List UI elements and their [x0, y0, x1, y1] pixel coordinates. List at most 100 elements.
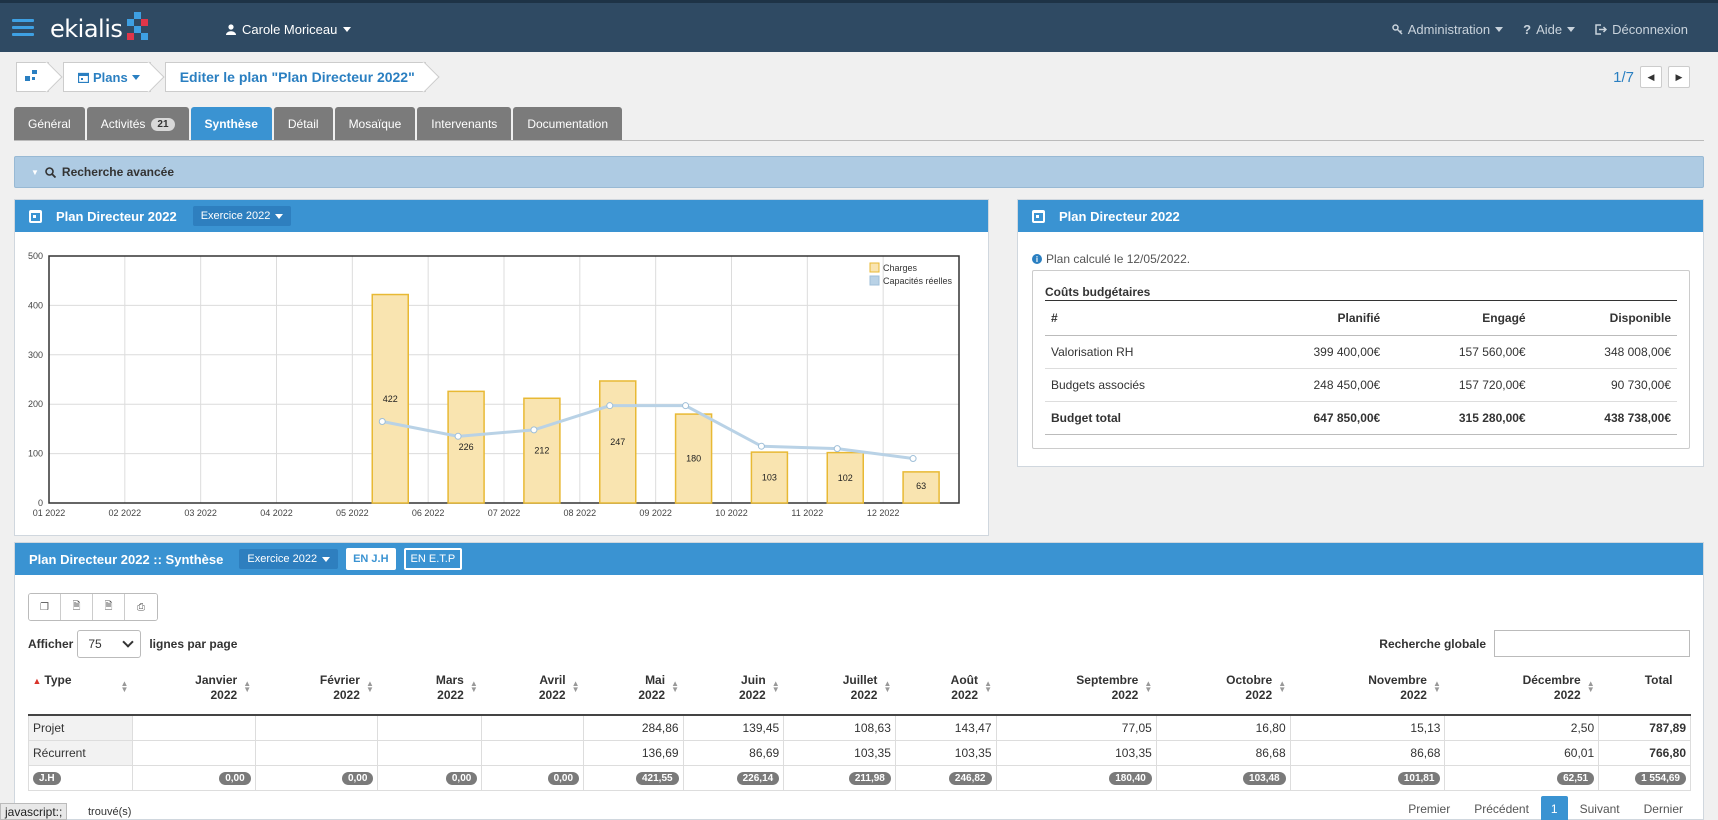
header-year: 2022: [1553, 688, 1581, 702]
administration-menu[interactable]: Administration: [1392, 22, 1504, 37]
x-tick-label: 09 2022: [639, 508, 672, 518]
tab-mosaique[interactable]: Mosaïque: [334, 107, 416, 141]
table-cell: [481, 714, 585, 741]
exercise-dropdown[interactable]: Exercice 2022: [192, 206, 292, 226]
breadcrumb-current: Editer le plan "Plan Directeur 2022": [164, 62, 426, 92]
search-icon: [45, 166, 56, 178]
synth-col-header[interactable]: Avril 2022 ▲ ▼: [481, 671, 584, 716]
table-cell: [254, 739, 379, 766]
header-year: 2022: [1400, 688, 1427, 702]
user-menu[interactable]: Carole Moriceau: [226, 22, 352, 37]
x-tick-label: 02 2022: [109, 508, 142, 518]
tab-bar: Général Activités 21 Synthèse Détail Mosa…: [14, 107, 623, 141]
budget-row: Valorisation RH 399 400,00€ 157 560,00€ 348…: [1045, 335, 1677, 369]
synth-col-header[interactable]: Octobre 2022 ▲ ▼: [1156, 671, 1291, 716]
synth-col-header[interactable]: Décembre 2022 ▲ ▼: [1444, 671, 1599, 716]
breadcrumb-home[interactable]: [16, 62, 49, 92]
table-cell: 1 554,69: [1598, 764, 1691, 791]
tab-synthese[interactable]: Synthèse: [190, 107, 272, 141]
bar: [447, 390, 485, 504]
export-toolbar: ❐ 🗎 🗎 ⎙: [28, 593, 158, 621]
table-cell: 101,81: [1289, 764, 1446, 791]
previous-record-button[interactable]: ◀: [1640, 66, 1662, 88]
header-label: Août: [950, 673, 978, 687]
menu-icon[interactable]: [12, 19, 34, 37]
synth-col-header[interactable]: Février 2022 ▲ ▼: [255, 671, 378, 716]
bar: [826, 451, 864, 504]
budget-col-header: Disponible: [1531, 300, 1677, 336]
synth-col-header[interactable]: Total: [1598, 671, 1691, 716]
bar: [371, 293, 409, 504]
y-tick-label: 100: [28, 449, 43, 459]
previous-page-button[interactable]: Précédent: [1474, 802, 1529, 816]
breadcrumb-plans[interactable]: Plans: [63, 62, 151, 92]
copy-button[interactable]: ❐: [29, 594, 61, 620]
file-icon: 🗎: [104, 600, 113, 612]
next-page-button[interactable]: Suivant: [1579, 802, 1620, 816]
advanced-search-toggle[interactable]: ▼ Recherche avancée: [14, 156, 1704, 188]
tab-general[interactable]: Général: [14, 107, 85, 141]
unit-jh-toggle[interactable]: EN J.H: [346, 548, 396, 570]
synth-col-header[interactable]: Mars 2022 ▲ ▼: [377, 671, 482, 716]
help-menu[interactable]: ? Aide: [1523, 22, 1576, 37]
tab-label: Général: [28, 117, 71, 131]
table-row: Projet 284,86 139,45 108,63 143,47 77,05 16,80…: [28, 714, 1691, 741]
user-icon: [226, 24, 236, 35]
exercise-dropdown[interactable]: Exercice 2022: [239, 549, 339, 569]
page-length-select[interactable]: 75: [77, 630, 142, 658]
header-year: 2022: [739, 688, 766, 702]
y-tick-label: 500: [28, 251, 43, 261]
global-search-input[interactable]: [1494, 630, 1690, 657]
x-tick-label: 11 2022: [791, 508, 823, 518]
caret-down-icon: ▼: [31, 167, 39, 177]
synth-col-header[interactable]: ▲ Type ▲ ▼: [28, 671, 133, 716]
synth-col-header[interactable]: Juin 2022 ▲ ▼: [683, 671, 784, 716]
print-button[interactable]: ⎙: [125, 594, 157, 620]
table-cell: 211,98: [783, 764, 896, 791]
x-tick-label: 01 2022: [33, 508, 66, 518]
record-pager: 1/7 ◀ ▶: [1613, 66, 1690, 88]
synth-col-header[interactable]: Novembre 2022 ▲ ▼: [1290, 671, 1445, 716]
tab-label: Documentation: [527, 117, 609, 131]
first-page-button[interactable]: Premier: [1408, 802, 1451, 816]
synth-col-header[interactable]: Mai 2022 ▲ ▼: [583, 671, 684, 716]
synth-col-header[interactable]: Janvier 2022 ▲ ▼: [132, 671, 256, 716]
synth-col-header[interactable]: Septembre 2022 ▲ ▼: [996, 671, 1157, 716]
administration-label: Administration: [1407, 22, 1491, 37]
bar: [902, 471, 940, 504]
budget-box: Coûts budgétaires # Planifié Engagé Disponi…: [1032, 270, 1690, 449]
sort-icon: ▲ ▼: [1586, 679, 1595, 694]
table-cell: 787,89: [1598, 714, 1691, 741]
export-excel-button[interactable]: 🗎: [61, 594, 93, 620]
total-pill: 0,00: [445, 772, 478, 785]
table-cell: 766,80: [1598, 739, 1691, 766]
tab-intervenants[interactable]: Intervenants: [417, 107, 512, 141]
synth-col-header[interactable]: Juillet 2022 ▲ ▼: [783, 671, 896, 716]
app-logo[interactable]: ekialis: [50, 12, 154, 45]
table-cell: 86,69: [682, 739, 785, 766]
table-cell: 226,14: [682, 764, 785, 791]
user-name: Carole Moriceau: [242, 22, 338, 37]
export-csv-button[interactable]: 🗎: [93, 594, 125, 620]
line-point: [378, 417, 386, 425]
sort-icon: ▲ ▼: [883, 679, 892, 694]
unit-etp-toggle[interactable]: EN E.T.P: [403, 548, 463, 570]
next-record-button[interactable]: ▶: [1668, 66, 1690, 88]
budget-col-header: Engagé: [1386, 300, 1532, 336]
page-title: Editer le plan "Plan Directeur 2022": [179, 69, 415, 85]
tab-documentation[interactable]: Documentation: [513, 107, 623, 141]
synth-col-header[interactable]: Août 2022 ▲ ▼: [895, 671, 996, 716]
budget-panel: Plan Directeur 2022 i Plan calculé le 12…: [1017, 199, 1704, 467]
calendar-icon: [29, 209, 42, 223]
logout-link[interactable]: Déconnexion: [1595, 22, 1688, 37]
table-cell: 16,80: [1155, 714, 1291, 741]
tab-detail[interactable]: Détail: [273, 107, 333, 141]
tab-label: Détail: [287, 117, 319, 131]
bar-data-label: 180: [686, 454, 701, 464]
tab-activites[interactable]: Activités 21: [86, 107, 189, 141]
table-cell: 108,63: [783, 714, 896, 741]
page-1-button[interactable]: 1: [1540, 796, 1568, 820]
total-pill: 0,00: [341, 772, 374, 785]
chevron-down-icon: [343, 27, 352, 32]
last-page-button[interactable]: Dernier: [1643, 802, 1683, 816]
